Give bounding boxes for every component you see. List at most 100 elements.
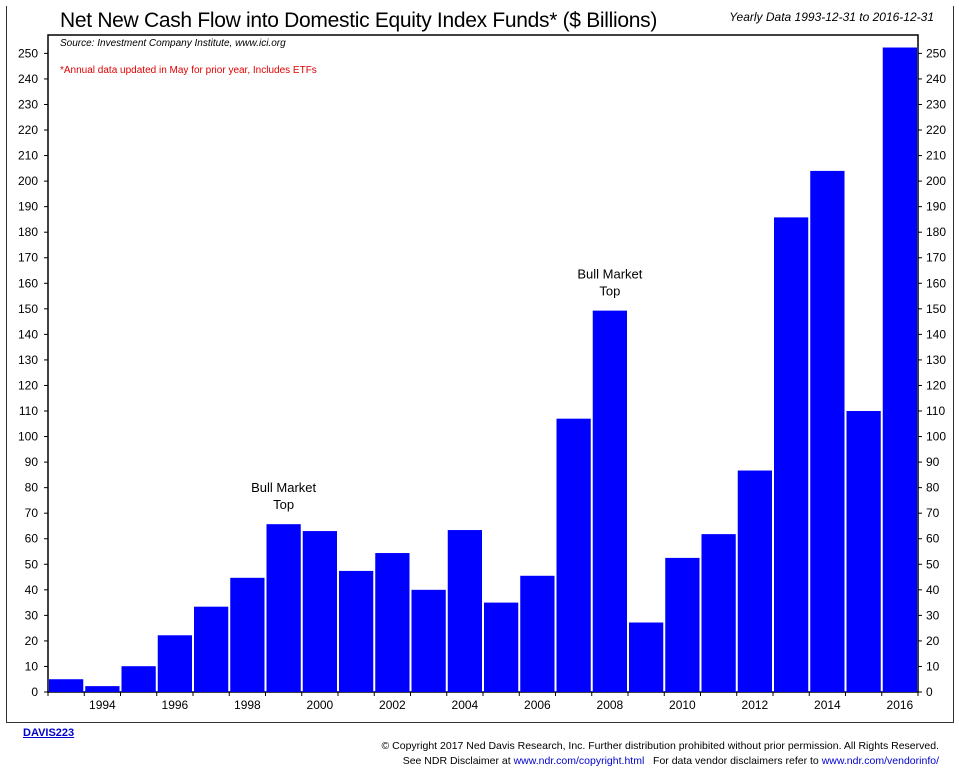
bar-1999	[266, 524, 301, 692]
y-tick-label-left: 230	[18, 97, 38, 111]
x-tick-label: 2008	[597, 698, 624, 712]
x-tick-label: 2016	[887, 698, 914, 712]
bar-2007	[556, 418, 591, 692]
bar-2005	[484, 602, 519, 692]
y-tick-label-left: 20	[25, 634, 39, 648]
y-tick-label-right: 100	[926, 430, 946, 444]
y-tick-label-right: 130	[926, 353, 946, 367]
y-tick-label-right: 20	[926, 634, 940, 648]
chart-frame	[6, 6, 954, 723]
y-tick-label-right: 210	[926, 149, 946, 163]
bar-2001	[339, 570, 374, 692]
annual-note: *Annual data updated in May for prior ye…	[60, 65, 317, 76]
y-tick-label-right: 40	[926, 583, 940, 597]
y-tick-label-right: 230	[926, 97, 946, 111]
bar-2006	[520, 575, 555, 692]
y-tick-label-left: 200	[18, 174, 38, 188]
annotation-bull-market-top: Top	[599, 284, 620, 299]
y-tick-label-right: 10	[926, 659, 940, 673]
bar-2016	[882, 47, 917, 692]
y-tick-label-right: 70	[926, 506, 940, 520]
bar-2014	[810, 170, 845, 692]
bar-2004	[447, 530, 482, 692]
y-tick-label-right: 90	[926, 455, 940, 469]
y-tick-label-left: 40	[25, 583, 39, 597]
y-tick-label-right: 250	[926, 46, 946, 60]
chart-title: Net New Cash Flow into Domestic Equity I…	[60, 9, 658, 32]
bar-1993	[49, 679, 84, 692]
bar-1997	[194, 606, 229, 692]
y-tick-label-left: 220	[18, 123, 38, 137]
y-tick-label-right: 180	[926, 225, 946, 239]
date-range: Yearly Data 1993-12-31 to 2016-12-31	[729, 10, 934, 24]
vendor-prefix: For data vendor disclaimers refer to	[644, 755, 822, 767]
bar-2015	[846, 411, 881, 692]
bar-1995	[121, 666, 156, 692]
bar-2003	[411, 589, 446, 692]
bar-2008	[592, 310, 627, 692]
y-tick-label-left: 150	[18, 302, 38, 316]
y-tick-label-left: 240	[18, 72, 38, 86]
y-tick-label-left: 90	[25, 455, 39, 469]
x-tick-label: 2012	[742, 698, 769, 712]
y-tick-label-left: 250	[18, 46, 38, 60]
x-tick-label: 1994	[89, 698, 116, 712]
y-tick-label-left: 140	[18, 327, 38, 341]
bar-1994	[85, 686, 120, 692]
bar-2013	[774, 217, 809, 692]
bar-2010	[665, 557, 700, 692]
y-tick-label-left: 100	[18, 430, 38, 444]
copyright: © Copyright 2017 Ned Davis Research, Inc…	[381, 740, 940, 752]
y-tick-label-right: 0	[926, 685, 933, 699]
annotation-bull-market-top: Bull Market	[251, 480, 316, 495]
y-tick-label-left: 210	[18, 149, 38, 163]
y-tick-label-left: 0	[31, 685, 38, 699]
bar-2012	[737, 470, 772, 692]
y-tick-label-left: 10	[25, 659, 39, 673]
bar-2011	[701, 534, 736, 692]
disclaimer: See NDR Disclaimer at www.ndr.com/copyri…	[403, 755, 939, 767]
y-tick-label-right: 190	[926, 200, 946, 214]
bar-1996	[157, 635, 192, 692]
y-tick-label-right: 200	[926, 174, 946, 188]
chart-id-link[interactable]: DAVIS223	[23, 727, 75, 739]
x-tick-label: 2002	[379, 698, 406, 712]
x-tick-label: 2010	[669, 698, 696, 712]
annotation-bull-market-top: Bull Market	[577, 267, 642, 282]
y-tick-label-right: 50	[926, 557, 940, 571]
y-tick-label-left: 130	[18, 353, 38, 367]
x-tick-label: 2000	[307, 698, 334, 712]
y-tick-label-left: 120	[18, 378, 38, 392]
y-tick-label-right: 120	[926, 378, 946, 392]
y-tick-label-right: 110	[926, 404, 945, 418]
x-tick-label: 2014	[814, 698, 841, 712]
y-tick-label-right: 220	[926, 123, 946, 137]
bar-2009	[629, 622, 664, 692]
y-tick-label-right: 170	[926, 251, 946, 265]
x-tick-label: 1998	[234, 698, 261, 712]
x-tick-label: 2006	[524, 698, 551, 712]
y-tick-label-right: 240	[926, 72, 946, 86]
bar-1998	[230, 577, 265, 692]
y-tick-label-left: 180	[18, 225, 38, 239]
y-tick-label-left: 160	[18, 276, 38, 290]
y-tick-label-left: 80	[25, 481, 39, 495]
y-tick-label-left: 170	[18, 251, 38, 265]
y-tick-label-right: 140	[926, 327, 946, 341]
y-tick-label-left: 190	[18, 200, 38, 214]
y-tick-label-left: 50	[25, 557, 39, 571]
y-tick-label-right: 30	[926, 608, 940, 622]
y-tick-label-right: 150	[926, 302, 946, 316]
y-tick-label-left: 110	[19, 404, 38, 418]
vendor-link[interactable]: www.ndr.com/vendorinfo/	[821, 755, 939, 767]
disclaimer-prefix: See NDR Disclaimer at	[402, 755, 514, 767]
x-tick-label: 1996	[162, 698, 189, 712]
y-tick-label-left: 30	[25, 608, 39, 622]
y-tick-label-left: 60	[25, 532, 39, 546]
copyright-link[interactable]: www.ndr.com/copyright.html	[513, 755, 645, 767]
source-note: Source: Investment Company Institute, ww…	[60, 38, 286, 49]
y-tick-label-right: 160	[926, 276, 946, 290]
y-tick-label-right: 80	[926, 481, 940, 495]
